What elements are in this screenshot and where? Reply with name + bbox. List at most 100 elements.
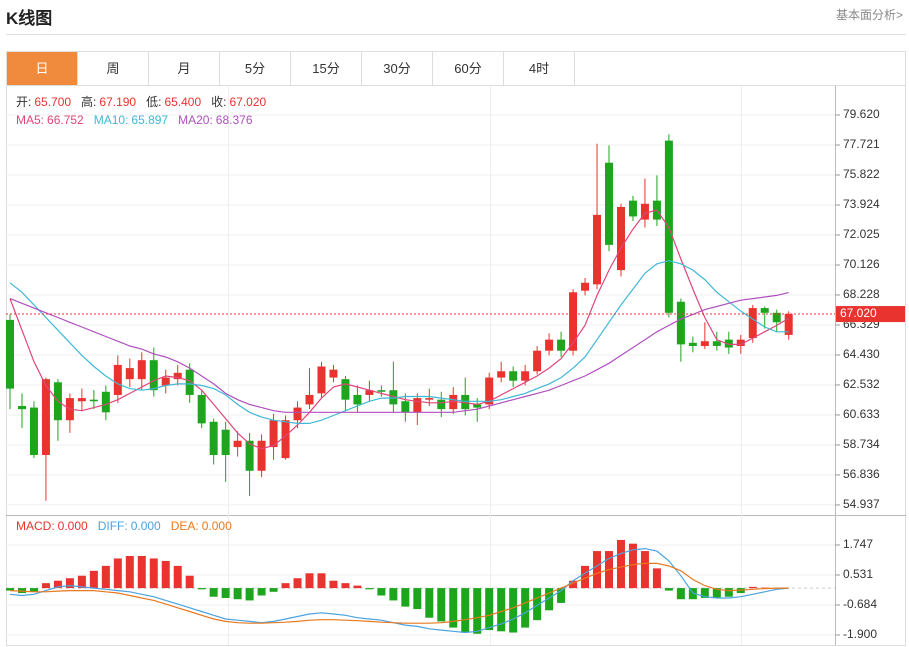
legend-item-value: 68.376 <box>216 113 253 127</box>
candle-body <box>233 440 242 448</box>
macd-bar <box>724 588 733 597</box>
period-tab[interactable]: 4时 <box>504 52 575 85</box>
period-tab[interactable]: 日 <box>7 52 78 85</box>
y-tick-label: 58.734 <box>843 437 880 451</box>
macd-bar <box>497 588 506 632</box>
info-item: 低: <box>146 95 161 109</box>
last-price-tag <box>836 306 905 323</box>
macd-bar <box>389 588 398 601</box>
candle-body <box>401 401 410 413</box>
y-tick-label: 72.025 <box>843 227 880 241</box>
candle-body <box>628 200 637 217</box>
macd-bar <box>329 580 338 589</box>
period-tab[interactable]: 15分 <box>291 52 362 85</box>
macd-bar <box>664 588 673 591</box>
macd-bar <box>77 575 86 589</box>
legend: 开: 65.700 高: 67.190 低: 65.400 收: 67.020 <box>16 94 267 109</box>
candle-body <box>365 390 374 395</box>
y-tick-label: 54.937 <box>843 497 880 511</box>
macd-bar <box>257 588 266 596</box>
candle-body <box>197 394 206 424</box>
candle-body <box>209 421 218 455</box>
legend-item-value: 66.752 <box>47 113 84 127</box>
candle-body <box>497 371 506 378</box>
legend-item: MA5: <box>16 113 44 127</box>
macd-bar <box>365 588 374 590</box>
macd-bar <box>173 565 182 589</box>
line <box>9 292 789 413</box>
candle-body <box>137 360 146 380</box>
legend-item-value: 0.000 <box>202 519 232 533</box>
candle-body <box>185 369 194 395</box>
macd-bar <box>676 588 685 600</box>
page-title: K线图 <box>6 9 53 28</box>
info-item: 收: <box>211 95 226 109</box>
line <box>9 209 790 450</box>
y-tick-label: -1.900 <box>843 627 877 641</box>
macd-bar <box>149 558 158 589</box>
candle-body <box>245 440 254 471</box>
macd-bar <box>461 588 470 633</box>
macd-bar <box>509 588 518 633</box>
candle-body <box>616 206 625 271</box>
y-tick-label: 77.721 <box>843 137 880 151</box>
candle-body <box>77 398 86 402</box>
macd-bar <box>401 588 410 607</box>
legend-item: MACD: <box>16 519 55 533</box>
candle-body <box>569 292 578 351</box>
macd-bar <box>245 588 254 601</box>
macd-bar <box>341 583 350 589</box>
candle-body <box>521 371 530 381</box>
y-tick-label: 56.836 <box>843 467 880 481</box>
macd-bar <box>161 560 170 589</box>
candle-body <box>413 398 422 413</box>
candle-body <box>89 399 98 402</box>
candle-body <box>581 282 590 291</box>
macd-bar <box>185 575 194 589</box>
period-tab[interactable]: 周 <box>78 52 149 85</box>
macd-bar <box>377 588 386 596</box>
candle-body <box>125 368 134 380</box>
candle-body <box>557 339 566 351</box>
candle-body <box>461 394 470 410</box>
macd-bar <box>437 588 446 622</box>
candle-body <box>772 312 781 323</box>
y-tick-label: 73.924 <box>843 197 880 211</box>
candle-body <box>736 339 745 346</box>
macd-bar <box>545 588 554 611</box>
divider <box>6 34 906 35</box>
y-tick-label: 60.633 <box>843 407 880 421</box>
macd-bar <box>6 588 14 591</box>
macd-bar <box>65 578 74 589</box>
candle-body <box>29 407 38 455</box>
y-tick-label: 75.822 <box>843 167 880 181</box>
macd-bar <box>221 588 230 598</box>
macd-bar <box>269 588 278 592</box>
macd-bar <box>712 588 721 598</box>
macd-bar <box>101 565 110 589</box>
candle-body <box>712 341 721 346</box>
candle-body <box>341 379 350 400</box>
candle-body <box>449 394 458 410</box>
period-tab[interactable]: 5分 <box>220 52 291 85</box>
candle-body <box>784 314 793 335</box>
macd-bar <box>628 543 637 589</box>
legend-item: DIFF: <box>98 519 128 533</box>
legend-item-value: 65.897 <box>131 113 168 127</box>
info-item-value: 65.700 <box>34 95 71 109</box>
period-tab[interactable]: 月 <box>149 52 220 85</box>
candle-body <box>748 308 757 339</box>
candle-body <box>760 308 769 313</box>
analysis-link[interactable]: 基本面分析> <box>835 8 903 22</box>
candle-body <box>724 339 733 348</box>
macd-bar <box>293 578 302 589</box>
macd-bar <box>233 588 242 600</box>
period-tab[interactable]: 60分 <box>433 52 504 85</box>
line <box>9 260 789 424</box>
legend-item: MA20: <box>178 113 213 127</box>
candle-body <box>353 394 362 405</box>
info-item-value: 65.400 <box>164 95 201 109</box>
last-price-label: 67.020 <box>840 306 877 320</box>
macd-bar <box>485 588 494 631</box>
period-tab[interactable]: 30分 <box>362 52 433 85</box>
